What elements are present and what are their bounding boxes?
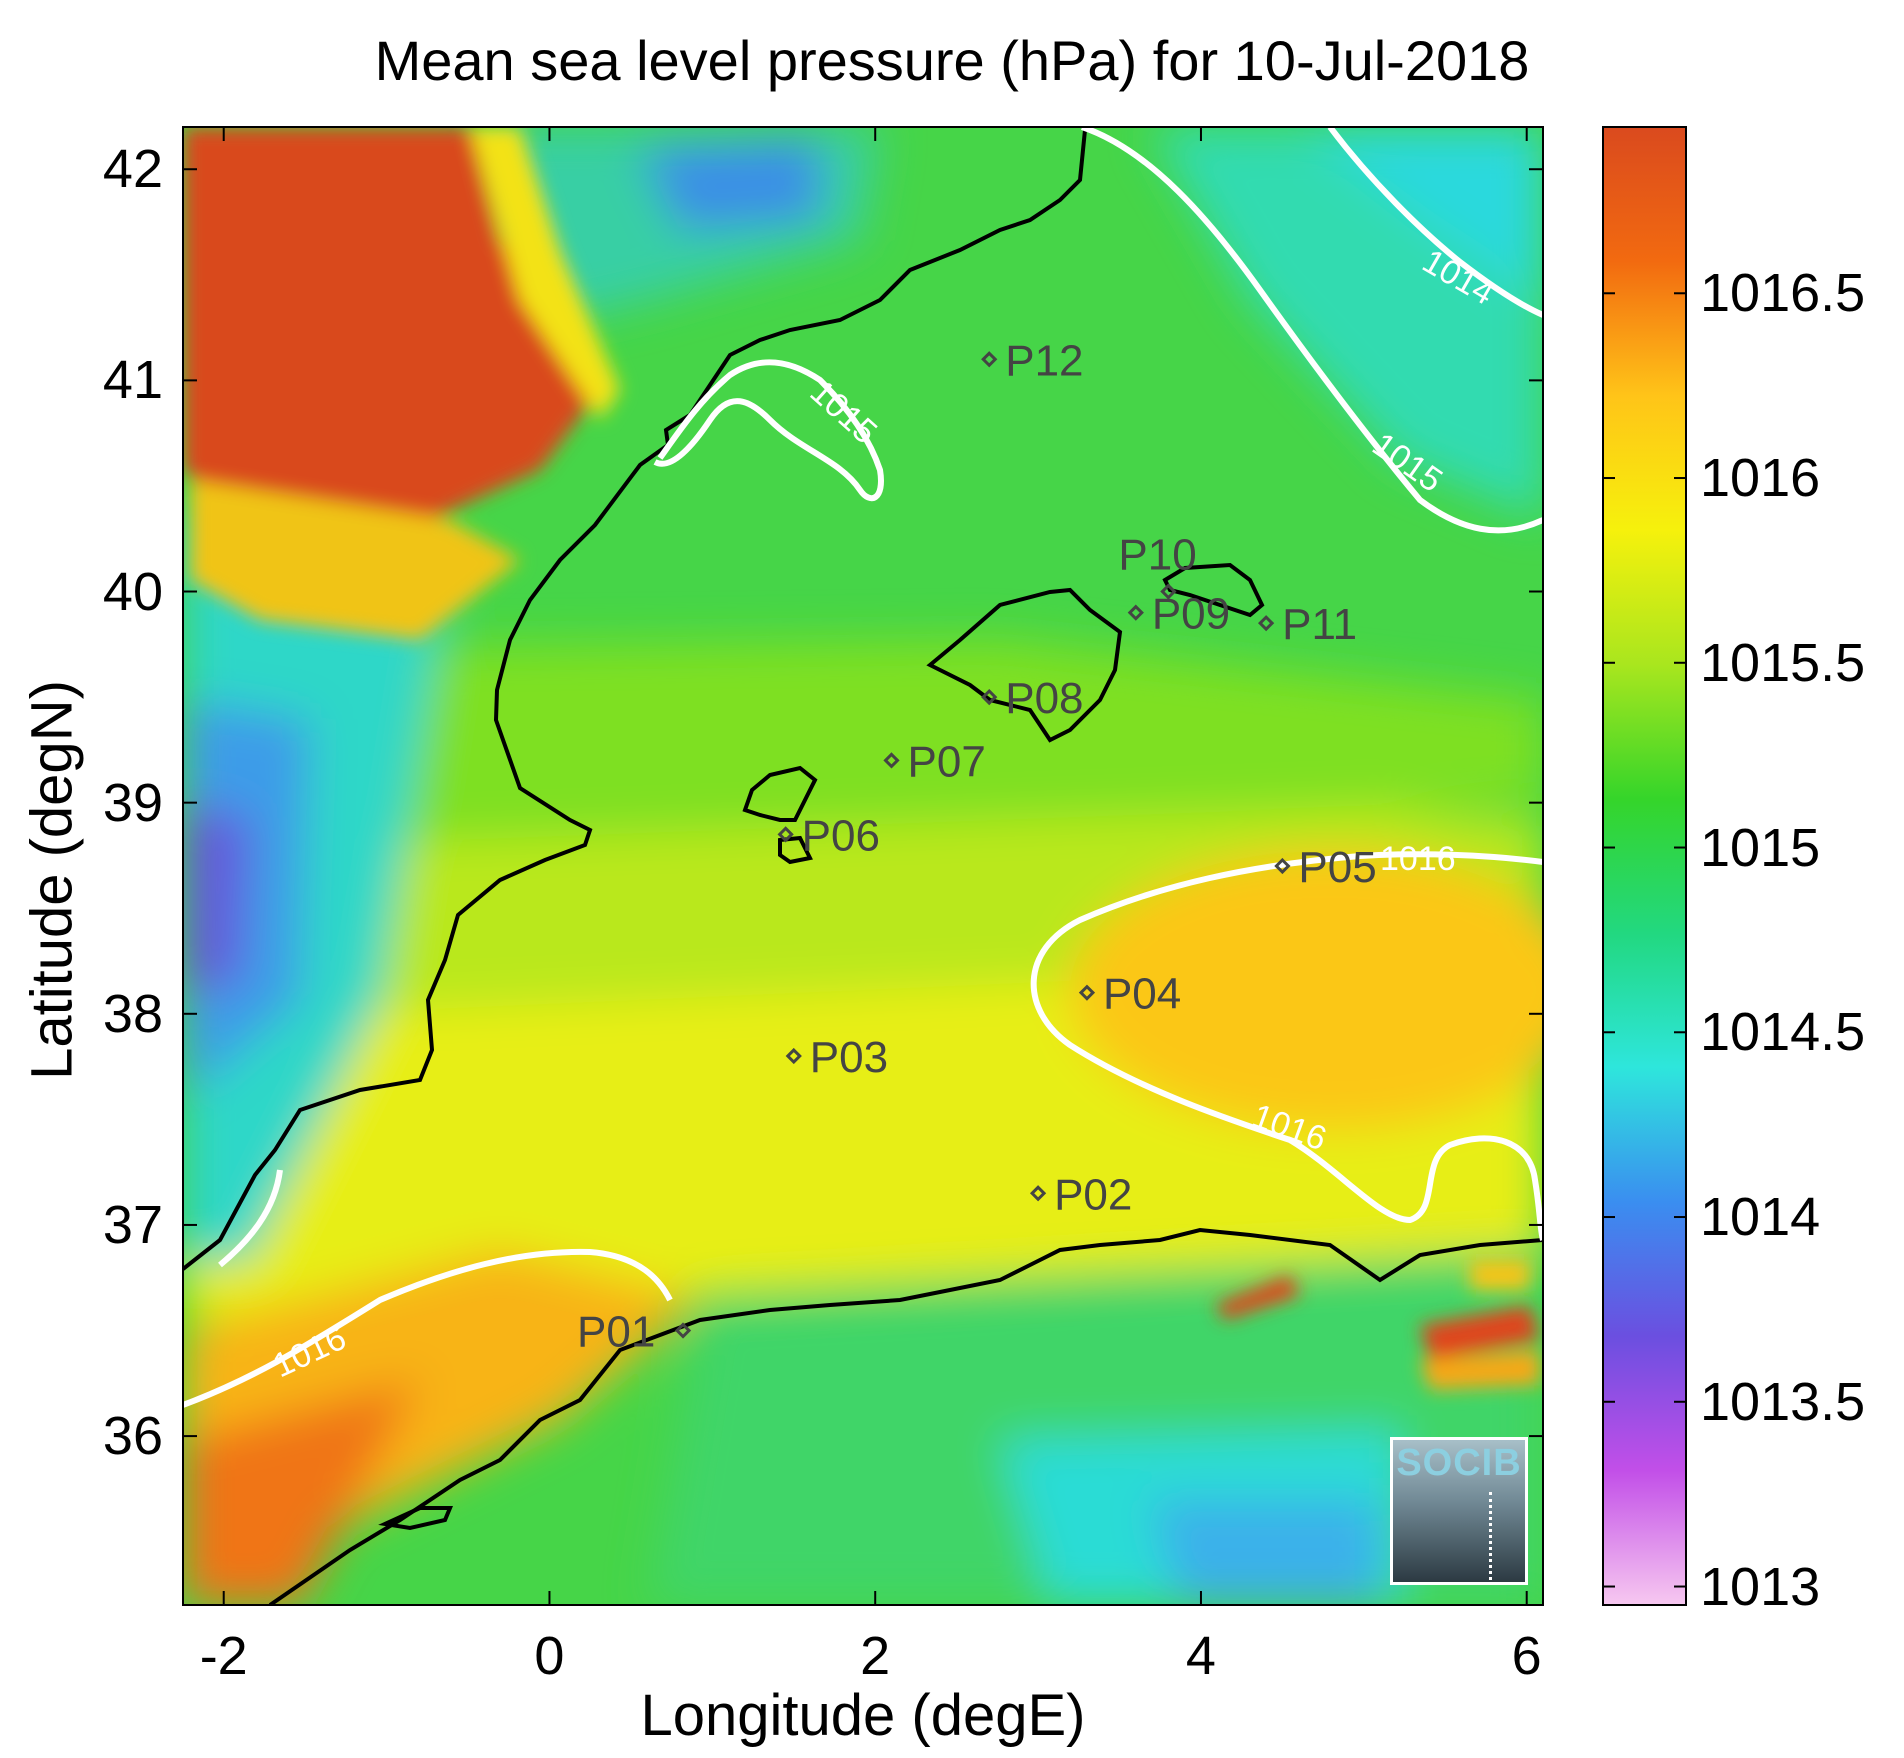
ibiza-outline [742, 765, 818, 822]
isobar-label-1016: 1016 [1380, 840, 1456, 878]
station-p11: P11 [1257, 600, 1357, 649]
x-tick-label: 6 [1511, 1626, 1542, 1686]
station-p06: P06 [777, 811, 880, 860]
colorbar-tick-label: 1015 [1700, 817, 1821, 878]
y-tick-label: 42 [102, 139, 163, 200]
station-label: P04 [1103, 970, 1181, 1019]
station-marker [883, 752, 900, 769]
station-marker [1274, 857, 1291, 875]
station-label: P07 [908, 737, 986, 786]
y-tick-label: 41 [102, 350, 163, 411]
y-axis-label: Latitude (degN) [19, 680, 85, 1080]
isobar-1016-west [218, 1169, 283, 1268]
station-label: P01 [577, 1308, 655, 1357]
station-marker [785, 1047, 802, 1065]
station-label: P12 [1005, 336, 1083, 385]
station-marker [981, 351, 998, 368]
isobar-1016-east [1030, 851, 1543, 1241]
colorbar-tick-marks [1603, 292, 1686, 1588]
colorbar-tick-label: 1013.5 [1700, 1371, 1866, 1432]
y-tick-label: 36 [102, 1406, 163, 1467]
y-tick-label: 38 [102, 983, 163, 1044]
isobar-1015-loop [653, 359, 884, 502]
y-tick-label: 37 [102, 1194, 163, 1255]
logo-text: SOCIB [1396, 1442, 1522, 1484]
station-p09: P09 [1127, 590, 1230, 639]
station-marker [1029, 1185, 1047, 1202]
colorbar [1602, 126, 1687, 1606]
station-marker [981, 688, 998, 706]
x-tick-label: 0 [534, 1626, 565, 1686]
station-p08: P08 [981, 674, 1084, 723]
station-marker [1160, 583, 1177, 600]
x-axis-label: Longitude (degE) [640, 1683, 1086, 1748]
station-label: P02 [1054, 1170, 1132, 1219]
station-p07: P07 [883, 737, 986, 786]
x-tick-label: 2 [860, 1626, 891, 1686]
pressure-field: 1014 1015 1015 1016 1016 1016 P01P02P03P… [183, 127, 1543, 1605]
colorbar-tick-label: 1015.5 [1700, 632, 1866, 693]
station-p02: P02 [1029, 1170, 1132, 1219]
station-p01: P01 [577, 1308, 692, 1357]
formentera-outline [778, 835, 813, 865]
station-marker [1078, 984, 1096, 1001]
colorbar-tick-label: 1016 [1700, 448, 1821, 509]
alboran-outline [378, 1506, 453, 1531]
station-marker [1127, 604, 1144, 621]
coastline-iberia [183, 129, 1087, 1271]
colorbar-tick-label: 1014 [1700, 1187, 1821, 1248]
station-label: P11 [1282, 600, 1357, 649]
station-p12: P12 [981, 336, 1084, 385]
colorbar-tick-label: 1013 [1700, 1556, 1821, 1617]
y-tick-label: 40 [102, 561, 163, 622]
isobar-1015-north [1081, 127, 1543, 534]
station-label: P03 [810, 1033, 888, 1082]
colorbar-tick-label: 1014.5 [1700, 1002, 1866, 1063]
isobar-1016-southwest [183, 1248, 673, 1408]
station-p10: P10 [1118, 531, 1197, 600]
station-marker [674, 1322, 692, 1339]
station-label: P05 [1298, 843, 1376, 892]
station-p03: P03 [785, 1033, 888, 1082]
coastline-africa [268, 1227, 1543, 1605]
station-marker [777, 826, 794, 843]
isobar-1014 [1327, 127, 1543, 318]
station-p04: P04 [1078, 970, 1181, 1019]
colorbar-tick-label: 1016.5 [1700, 263, 1866, 324]
logo-dotted-line [1489, 1492, 1492, 1580]
station-label: P09 [1152, 590, 1230, 639]
station-markers: P01 P02 P03 P04 P05 P06 P07 P08 P09 P10 P11 P12 [577, 336, 1377, 1356]
isobars [183, 127, 1543, 1408]
x-tick-label: -2 [199, 1626, 248, 1686]
menorca-outline [1162, 562, 1265, 618]
axis-tick-marks [183, 127, 1543, 1605]
x-tick-label: 4 [1185, 1626, 1216, 1686]
station-marker [1257, 615, 1275, 632]
socib-logo: SOCIB [1390, 1437, 1528, 1585]
plot-frame [182, 126, 1544, 1606]
station-label: P10 [1118, 531, 1196, 580]
station-label: P06 [802, 811, 880, 860]
station-p05: P05 [1274, 843, 1377, 892]
station-label: P08 [1005, 674, 1083, 723]
y-tick-label: 39 [102, 772, 163, 833]
mallorca-outline [926, 587, 1123, 743]
figure-title: Mean sea level pressure (hPa) for 10-Jul… [374, 29, 1530, 92]
